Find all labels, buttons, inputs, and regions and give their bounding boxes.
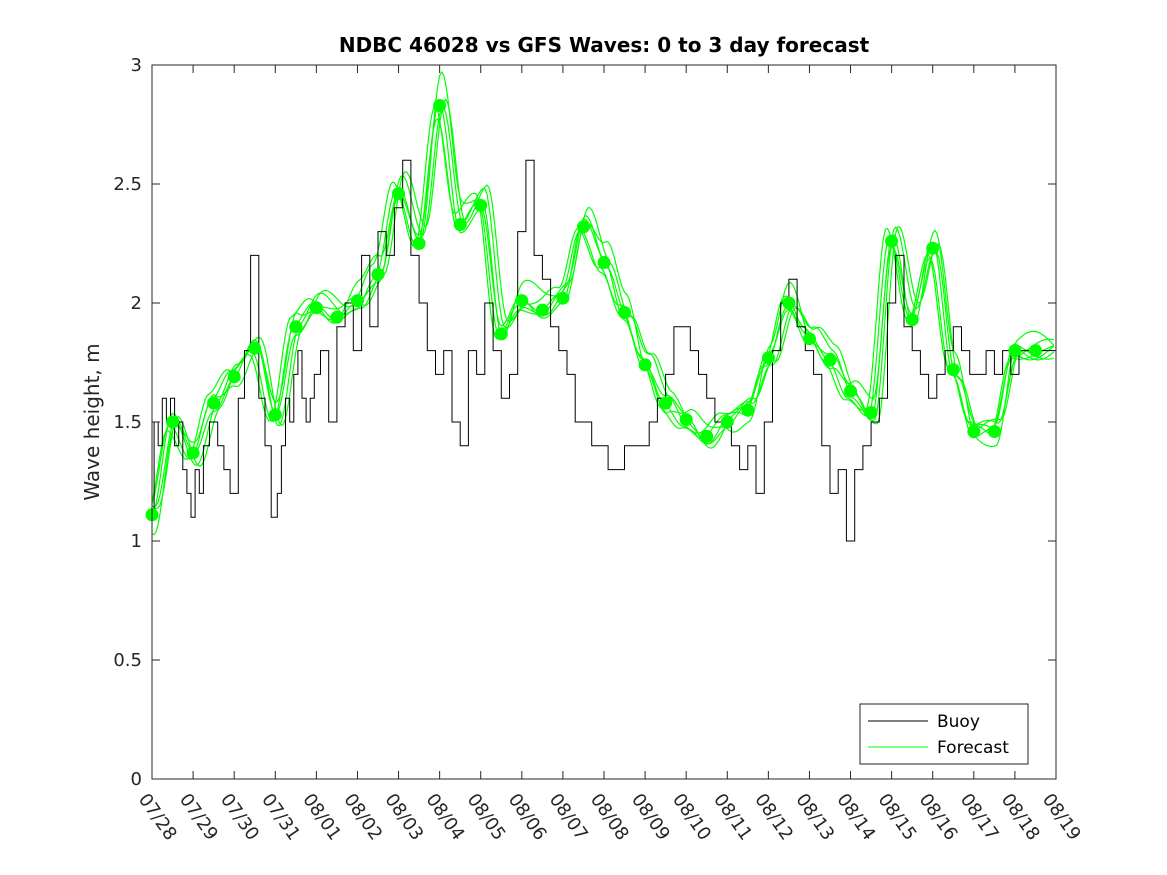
forecast-point [453, 218, 467, 231]
forecast-point [823, 353, 837, 367]
y-tick-label: 1.5 [113, 412, 142, 433]
plot-area [152, 65, 1056, 779]
y-tick-label: 0.5 [113, 650, 142, 671]
forecast-point [638, 358, 652, 372]
forecast-point [885, 234, 899, 248]
forecast-point [844, 384, 857, 398]
forecast-point [967, 425, 981, 438]
forecast-point [186, 446, 200, 460]
y-axis-label: Wave height, m [80, 343, 104, 500]
forecast-point [700, 429, 714, 443]
forecast-point [289, 320, 303, 334]
forecast-point [741, 403, 755, 417]
forecast-point [803, 332, 816, 346]
forecast-point [1029, 344, 1042, 358]
forecast-point [926, 241, 940, 255]
forecast-point [474, 198, 488, 212]
forecast-point [412, 237, 426, 250]
legend-box [859, 703, 1029, 765]
legend-forecast-label: Forecast [937, 738, 1009, 758]
forecast-points-group [145, 99, 1042, 522]
forecast-ensemble-line [151, 98, 1055, 512]
forecast-point [309, 301, 323, 315]
y-tick-label: 1 [131, 531, 142, 552]
forecast-point [515, 294, 529, 308]
forecast-point [248, 341, 262, 355]
chart-title: NDBC 46028 vs GFS Waves: 0 to 3 day fore… [339, 33, 870, 57]
forecast-point [227, 370, 241, 384]
forecast-point [905, 313, 919, 327]
forecast-point [392, 187, 405, 200]
forecast-point [987, 425, 1001, 438]
forecast-point [720, 415, 734, 429]
forecast-point [535, 303, 549, 317]
forecast-point [946, 363, 960, 377]
forecast-point [761, 351, 775, 365]
legend-buoy-label: Buoy [937, 712, 980, 732]
forecast-point [577, 220, 590, 234]
forecast-point [782, 296, 796, 310]
y-tick-label: 3 [131, 55, 142, 76]
buoy-line [152, 159, 1056, 542]
y-tick-label: 2.5 [113, 174, 142, 195]
forecast-point [330, 310, 344, 324]
forecast-point [207, 396, 221, 410]
forecast-point [433, 99, 447, 112]
forecast-point [268, 408, 282, 422]
forecast-point [1008, 344, 1022, 358]
forecast-point [556, 291, 570, 305]
forecast-point [597, 256, 611, 269]
forecast-point [371, 267, 385, 281]
forecast-point [351, 294, 364, 308]
legend: Buoy Forecast [859, 703, 1029, 765]
forecast-point [494, 327, 508, 341]
forecast-point [864, 406, 878, 419]
y-tick-label: 2 [131, 293, 142, 314]
forecast-point [659, 396, 673, 410]
forecast-point [679, 413, 693, 427]
y-axis-ticks: 0 0.5 1 1.5 2 2.5 3 [113, 55, 1056, 790]
buoy-series-group [152, 159, 1056, 542]
forecast-point [166, 415, 179, 429]
y-tick-label: 0 [131, 769, 142, 790]
forecast-point [618, 306, 631, 319]
